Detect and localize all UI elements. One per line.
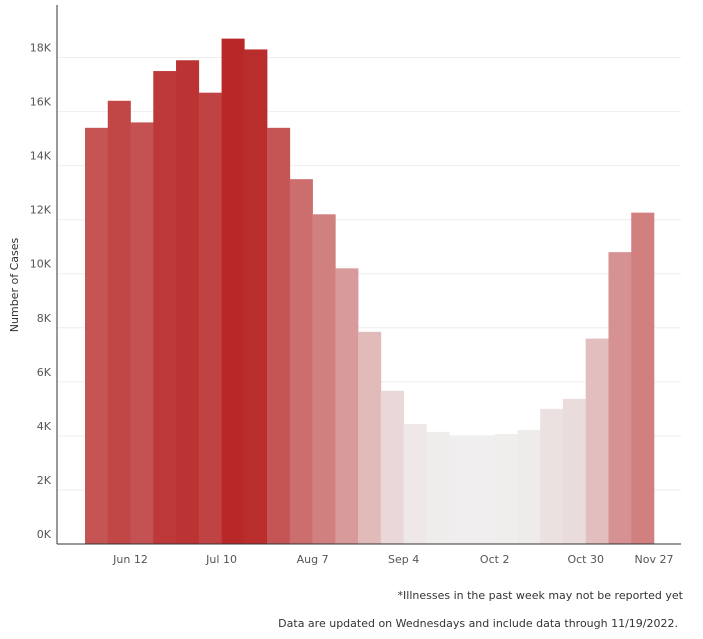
y-tick-label: 8K [37, 312, 52, 325]
y-tick-label: 0K [37, 528, 52, 541]
y-tick-label: 18K [30, 42, 52, 55]
y-axis-title: Number of Cases [8, 238, 21, 333]
bar [471, 435, 495, 544]
bar [198, 92, 222, 545]
bar [449, 435, 473, 544]
y-tick-label: 12K [30, 204, 52, 217]
bar [517, 429, 541, 544]
bar [403, 424, 427, 544]
bar [85, 127, 109, 545]
bar [358, 331, 382, 544]
bar [494, 434, 518, 544]
y-tick-label: 6K [37, 366, 52, 379]
y-tick-label: 2K [37, 474, 52, 487]
bar [221, 38, 245, 544]
bar [153, 71, 177, 545]
x-tick-label: Aug 7 [297, 553, 329, 566]
x-tick-label: Nov 27 [635, 553, 674, 566]
bar [289, 179, 313, 544]
y-tick-label: 10K [30, 258, 52, 271]
bar [380, 390, 404, 544]
x-tick-label: Sep 4 [388, 553, 419, 566]
x-tick-label: Jun 12 [112, 553, 148, 566]
bar [562, 398, 587, 544]
bar [130, 122, 154, 545]
note: *Illnesses in the past week may not be r… [398, 589, 684, 602]
bar [608, 252, 632, 544]
y-tick-label: 4K [37, 420, 52, 433]
bar [585, 338, 609, 544]
note: Data are updated on Wednesdays and inclu… [278, 617, 678, 630]
y-tick-label: 16K [30, 96, 52, 109]
bar [540, 408, 564, 544]
y-tick-label: 14K [30, 150, 52, 163]
x-tick-label: Oct 2 [480, 553, 510, 566]
bar [107, 100, 131, 545]
bar [244, 49, 268, 544]
bar [267, 127, 291, 545]
x-tick-label: Jul 10 [205, 553, 237, 566]
bar [335, 268, 359, 544]
x-tick-label: Oct 30 [567, 553, 604, 566]
bar [312, 214, 336, 545]
bar [426, 431, 450, 544]
bar [631, 212, 655, 544]
bar [176, 60, 200, 544]
